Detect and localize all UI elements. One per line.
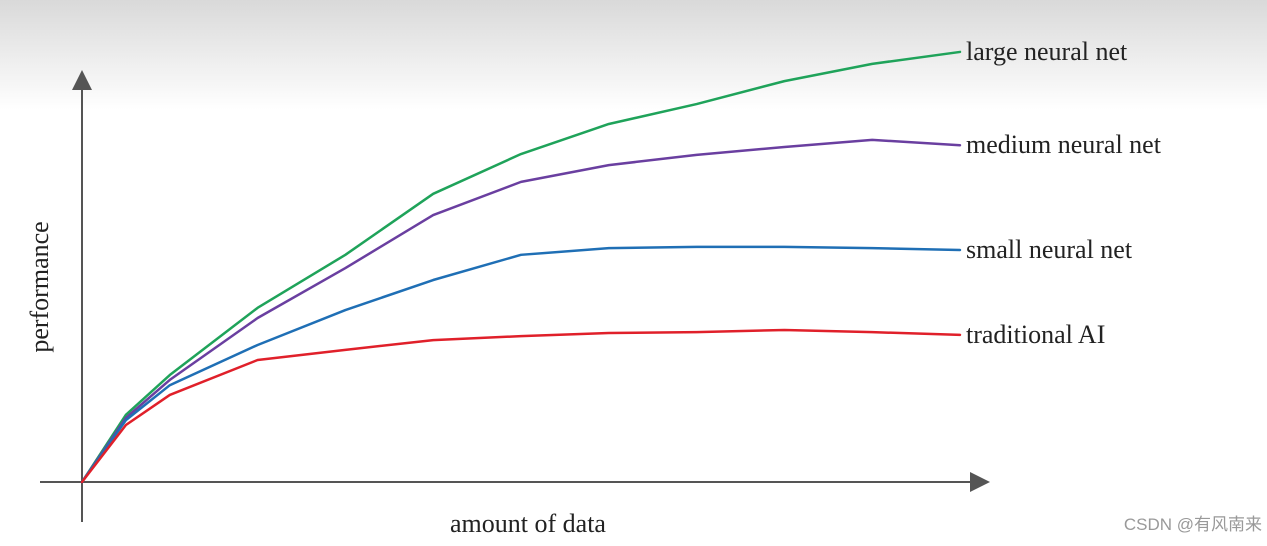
watermark: CSDN @有风南来 (1124, 515, 1262, 534)
series-line (80, 328, 962, 484)
series-line (80, 138, 962, 484)
background-band (0, 0, 1267, 110)
series-line (80, 50, 962, 484)
y-axis-label: performance (25, 221, 54, 352)
series-line (80, 245, 962, 484)
series-label: small neural net (966, 235, 1133, 264)
series-label: large neural net (966, 37, 1128, 66)
series-label: traditional AI (966, 320, 1105, 349)
series-label: medium neural net (966, 130, 1162, 159)
x-axis-label: amount of data (450, 509, 606, 538)
